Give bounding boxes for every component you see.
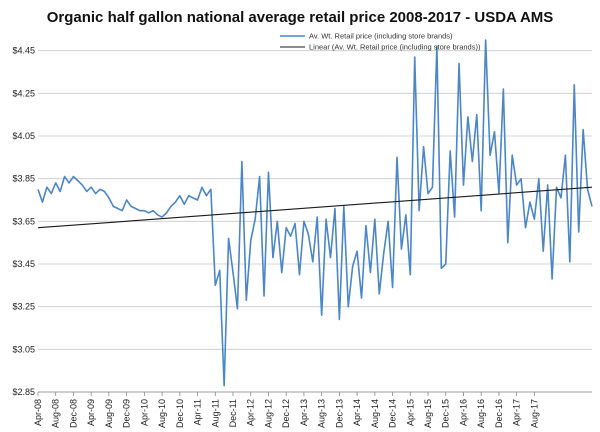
x-tick-label: Dec-09 xyxy=(122,399,132,428)
x-tick-label: Apr-12 xyxy=(246,399,256,426)
x-tick-label: Aug-12 xyxy=(263,399,273,428)
x-tick-label: Dec-15 xyxy=(441,399,451,428)
x-tick-label: Apr-14 xyxy=(352,399,362,426)
y-axis: $2.85 $3.05 $3.25 $3.45 $3.65 $3.85 $4.05 $4.25… xyxy=(12,46,35,397)
grid xyxy=(38,50,592,393)
x-tick-label: Aug-10 xyxy=(157,399,167,428)
legend: Av. Wt. Retail price (including store br… xyxy=(280,32,481,52)
x-tick-label: Aug-08 xyxy=(51,399,61,428)
legend-label-series-0: Av. Wt. Retail price (including store br… xyxy=(309,32,453,41)
y-tick-label: $4.25 xyxy=(12,88,35,98)
series-line-av-wt-retail-price xyxy=(37,39,593,387)
y-tick-label: $4.45 xyxy=(12,46,35,56)
x-tick-label: Dec-11 xyxy=(228,399,238,427)
x-tick-label: Dec-10 xyxy=(175,399,185,428)
x-tick-label: Dec-08 xyxy=(68,399,78,428)
legend-label-series-1: Linear (Av. Wt. Retail price (including … xyxy=(309,43,481,52)
x-tick-label: Apr-08 xyxy=(33,399,43,426)
series-group xyxy=(37,39,593,387)
y-tick-label: $3.85 xyxy=(12,174,35,184)
y-tick-label: $3.45 xyxy=(12,259,35,269)
x-tick-label: Apr-11 xyxy=(193,399,203,425)
x-tick-label: Apr-09 xyxy=(86,399,96,426)
x-tick-label: Aug-14 xyxy=(370,399,380,428)
y-tick-label: $3.65 xyxy=(12,216,35,226)
x-tick-label: Aug-15 xyxy=(423,399,433,428)
x-tick-label: Apr-15 xyxy=(405,399,415,426)
x-tick-label: Aug-17 xyxy=(529,399,539,428)
y-tick-label: $3.25 xyxy=(12,302,35,312)
x-tick-label: Dec-13 xyxy=(334,399,344,428)
x-tick-label: Aug-09 xyxy=(104,399,114,428)
y-tick-label: $3.05 xyxy=(12,344,35,354)
chart-title: Organic half gallon national average ret… xyxy=(47,9,554,26)
x-axis: Apr-08 Aug-08 Dec-08 Apr-09 Aug-09 Dec-09 Apr-… xyxy=(33,392,539,428)
series-line-linear-trend xyxy=(37,186,593,229)
x-tick-label: Dec-16 xyxy=(494,399,504,428)
x-tick-label: Apr-17 xyxy=(512,399,522,426)
x-tick-label: Apr-16 xyxy=(458,399,468,426)
x-tick-label: Dec-14 xyxy=(388,399,398,428)
x-tick-label: Aug-13 xyxy=(317,399,327,428)
x-tick-label: Dec-12 xyxy=(281,399,291,428)
y-tick-label: $2.85 xyxy=(12,387,35,397)
x-tick-label: Aug-16 xyxy=(476,399,486,428)
x-tick-label: Apr-10 xyxy=(139,399,149,426)
y-tick-label: $4.05 xyxy=(12,131,35,141)
x-tick-label: Aug-11 xyxy=(210,399,220,427)
x-tick-label: Apr-13 xyxy=(299,399,309,426)
